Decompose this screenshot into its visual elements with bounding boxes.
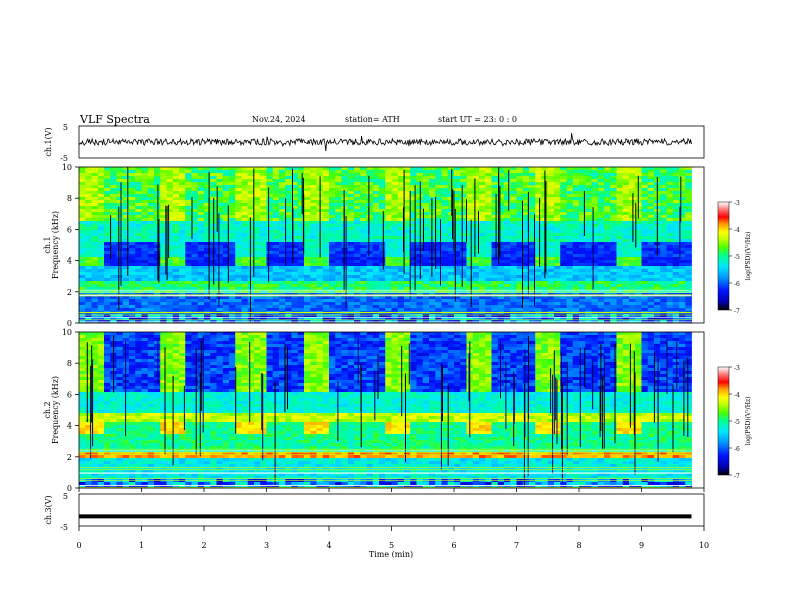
cb2-tick-label: -4 bbox=[734, 392, 740, 399]
time-axis-label: Time (min) bbox=[369, 550, 413, 559]
ch1-voltage-ylabel: ch.1(V) bbox=[44, 127, 53, 156]
date-label: Nov.24, 2024 bbox=[252, 115, 306, 124]
ch1-ytick-top: 5 bbox=[63, 123, 68, 132]
ch3-voltage-panel: 5 -5 ch.3(V) bbox=[44, 492, 705, 532]
time-tick-label: 1 bbox=[139, 541, 144, 550]
time-tick-label: 3 bbox=[264, 541, 269, 550]
start-time-label: start UT = 23: 0 : 0 bbox=[438, 115, 517, 124]
yt1-tick-label: 4 bbox=[67, 257, 72, 266]
ch1-voltage-trace bbox=[78, 132, 692, 152]
cb2-tick-label: -7 bbox=[734, 473, 740, 480]
ch1-ytick-bottom: -5 bbox=[60, 154, 68, 163]
ch1-voltage-panel: 5 -5 ch.1(V) bbox=[44, 123, 705, 163]
station-label: station= ATH bbox=[345, 115, 400, 124]
time-tick-label: 5 bbox=[389, 541, 394, 550]
ch3-voltage-ylabel: ch.3(V) bbox=[44, 495, 53, 524]
ch1-spectrogram-image bbox=[79, 167, 704, 324]
yt2-tick-label: 0 bbox=[67, 484, 72, 493]
yt1-tick-label: 8 bbox=[67, 194, 72, 203]
yt1-tick-label: 2 bbox=[67, 288, 72, 297]
yt1-tick-label: 10 bbox=[62, 163, 72, 172]
ch3-ytick-bottom: -5 bbox=[60, 523, 68, 532]
cb1-tick-label: -7 bbox=[734, 308, 740, 315]
cb1-tick-label: -5 bbox=[734, 254, 740, 261]
time-tick-label: 0 bbox=[76, 541, 81, 550]
cb1-tick-label: -6 bbox=[734, 281, 740, 288]
time-tick-label: 6 bbox=[451, 541, 456, 550]
cb1-tick-label: -3 bbox=[734, 200, 740, 207]
time-tick-label: 9 bbox=[639, 541, 644, 550]
ch1-frequency-ylabel: Frequency (kHz) bbox=[51, 211, 60, 279]
ch2-frequency-ylabel: Frequency (kHz) bbox=[51, 376, 60, 444]
cb2-tick-label: -3 bbox=[734, 365, 740, 372]
yt2-tick-label: 10 bbox=[62, 328, 72, 337]
ch1-colorbar bbox=[717, 201, 730, 311]
time-tick-label: 2 bbox=[201, 541, 206, 550]
ch1-colorbar-label: log(PSD)(V²/Hz) bbox=[745, 232, 752, 281]
time-tick-label: 4 bbox=[326, 541, 331, 550]
yt2-tick-label: 4 bbox=[67, 422, 72, 431]
yt2-tick-label: 6 bbox=[67, 390, 72, 399]
yt2-tick-label: 2 bbox=[67, 453, 72, 462]
yt1-tick-label: 0 bbox=[67, 319, 72, 328]
ch2-colorbar-label: log(PSD)(V²/Hz) bbox=[745, 397, 752, 446]
time-tick-label: 10 bbox=[699, 541, 709, 550]
time-axis: 0 1 2 3 4 5 6 7 8 9 10 bbox=[76, 488, 709, 550]
cb2-tick-label: -5 bbox=[734, 419, 740, 426]
ch1-channel-label: ch.1 bbox=[43, 236, 52, 253]
ch2-spectrogram-image bbox=[79, 332, 704, 489]
ch3-ytick-top: 5 bbox=[63, 492, 68, 501]
yt2-tick-label: 8 bbox=[67, 359, 72, 368]
cb1-tick-label: -4 bbox=[734, 227, 740, 234]
yt1-tick-label: 6 bbox=[67, 225, 72, 234]
time-tick-label: 7 bbox=[514, 541, 519, 550]
time-tick-label: 8 bbox=[576, 541, 581, 550]
ch2-channel-label: ch.2 bbox=[43, 401, 52, 418]
cb2-tick-label: -6 bbox=[734, 446, 740, 453]
chart-title: VLF Spectra bbox=[80, 113, 150, 126]
ch2-colorbar bbox=[717, 366, 730, 476]
